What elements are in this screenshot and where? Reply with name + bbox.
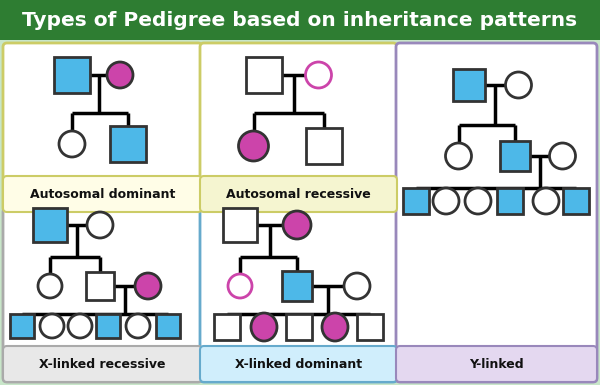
Bar <box>54 57 90 93</box>
FancyBboxPatch shape <box>396 43 597 382</box>
FancyBboxPatch shape <box>200 176 397 212</box>
Bar <box>563 188 589 214</box>
Ellipse shape <box>251 313 277 341</box>
Ellipse shape <box>550 143 575 169</box>
Text: Autosomal recessive: Autosomal recessive <box>226 187 371 201</box>
Text: X-linked recessive: X-linked recessive <box>39 358 166 370</box>
Ellipse shape <box>283 211 311 239</box>
Ellipse shape <box>107 62 133 88</box>
Ellipse shape <box>126 314 150 338</box>
Bar <box>96 314 120 338</box>
Ellipse shape <box>322 313 348 341</box>
FancyBboxPatch shape <box>396 346 597 382</box>
Ellipse shape <box>59 131 85 157</box>
Bar <box>499 141 530 171</box>
Bar <box>110 126 146 162</box>
Ellipse shape <box>68 314 92 338</box>
Bar <box>452 69 485 101</box>
Ellipse shape <box>135 273 161 299</box>
Bar <box>497 188 523 214</box>
FancyBboxPatch shape <box>200 208 397 382</box>
Ellipse shape <box>445 143 472 169</box>
FancyBboxPatch shape <box>200 346 397 382</box>
Bar <box>282 271 312 301</box>
Text: Autosomal dominant: Autosomal dominant <box>30 187 175 201</box>
Ellipse shape <box>533 188 559 214</box>
FancyBboxPatch shape <box>3 43 202 212</box>
FancyBboxPatch shape <box>3 346 202 382</box>
Ellipse shape <box>344 273 370 299</box>
Bar <box>214 314 240 340</box>
Ellipse shape <box>305 62 331 88</box>
Text: Y-linked: Y-linked <box>469 358 524 370</box>
Text: X-linked dominant: X-linked dominant <box>235 358 362 370</box>
Bar <box>357 314 383 340</box>
Bar <box>305 128 341 164</box>
Bar <box>0 0 600 40</box>
Bar <box>286 314 312 340</box>
Bar <box>10 314 34 338</box>
Ellipse shape <box>465 188 491 214</box>
Text: Types of Pedigree based on inheritance patterns: Types of Pedigree based on inheritance p… <box>22 10 578 30</box>
Ellipse shape <box>239 131 269 161</box>
FancyBboxPatch shape <box>3 176 202 212</box>
Ellipse shape <box>228 274 252 298</box>
Bar <box>156 314 180 338</box>
FancyBboxPatch shape <box>3 208 202 382</box>
Bar <box>223 208 257 242</box>
Ellipse shape <box>40 314 64 338</box>
Bar <box>33 208 67 242</box>
FancyBboxPatch shape <box>200 43 397 212</box>
Ellipse shape <box>433 188 459 214</box>
Bar <box>245 57 281 93</box>
Ellipse shape <box>505 72 532 98</box>
Bar <box>86 272 114 300</box>
Ellipse shape <box>38 274 62 298</box>
Ellipse shape <box>87 212 113 238</box>
Bar <box>403 188 429 214</box>
